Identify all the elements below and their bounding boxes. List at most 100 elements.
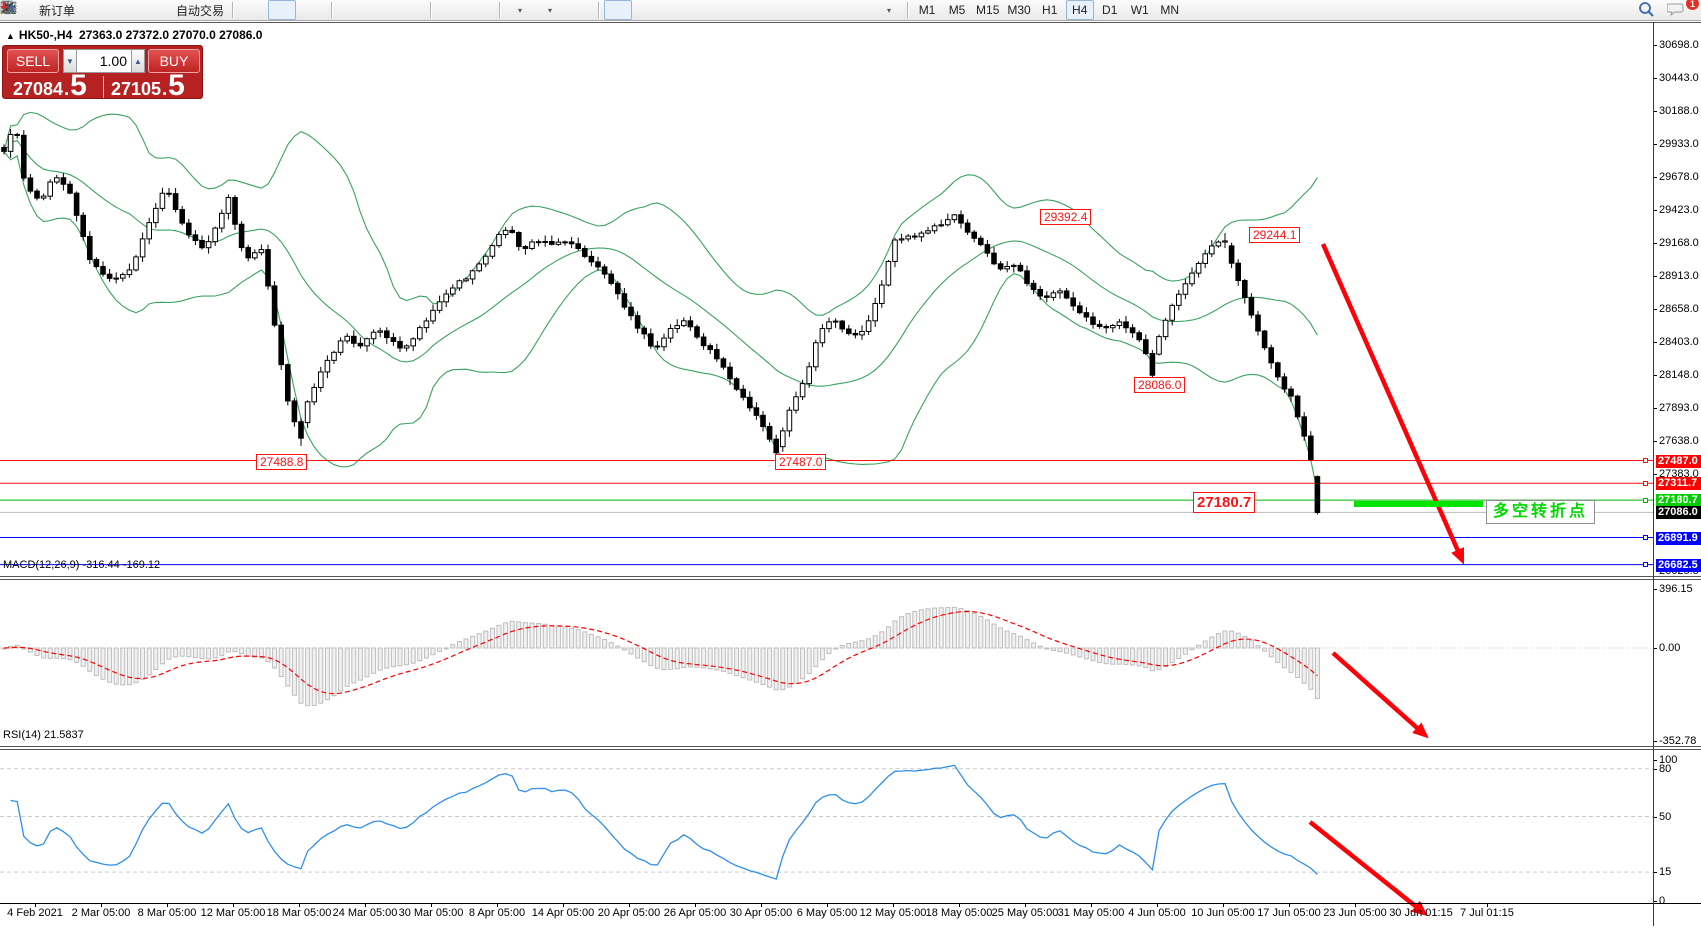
candle-body: [146, 222, 152, 240]
candle-body: [733, 378, 740, 390]
timeframe-W1-button[interactable]: W1: [1126, 0, 1154, 20]
dropdown-arrow-icon[interactable]: ▾: [887, 5, 892, 15]
collapse-icon[interactable]: ▲: [6, 31, 15, 41]
pane-separator-rsi-top[interactable]: [0, 746, 1701, 747]
volume-input[interactable]: [77, 49, 131, 73]
search-button[interactable]: [1636, 0, 1664, 20]
macd-histogram-bar: [945, 607, 951, 649]
macd-histogram-bar: [687, 647, 693, 668]
timeframe-M5-button[interactable]: M5: [943, 0, 971, 20]
timeframe-H1-button[interactable]: H1: [1036, 0, 1064, 20]
line-endpoint-handle[interactable]: [1643, 535, 1648, 541]
rsi-tick-mark: [1653, 901, 1657, 902]
volume-increase-button[interactable]: ▲: [131, 49, 145, 73]
time-label: 26 Apr 05:00: [663, 907, 727, 919]
macd-histogram-bar: [509, 620, 515, 649]
pane-separator-macd-bottom[interactable]: [0, 579, 1701, 580]
buy-button[interactable]: BUY: [148, 49, 200, 73]
candle-body: [727, 366, 733, 380]
macd-histogram-bar: [971, 612, 977, 649]
price-annotation-label[interactable]: 29244.1: [1249, 227, 1301, 243]
candle-body: [694, 326, 700, 338]
macd-histogram-bar: [423, 647, 429, 659]
price-annotation-label[interactable]: 27487.0: [775, 454, 827, 470]
candle-body: [621, 293, 628, 308]
candle-body: [1017, 264, 1024, 272]
time-tick-mark: [1025, 904, 1026, 907]
candle-body: [364, 338, 370, 347]
trend-arrow[interactable]: [1308, 820, 1428, 917]
candle-body: [912, 235, 918, 238]
turning-point-segment[interactable]: [1354, 501, 1483, 507]
turning-point-text[interactable]: 多空转折点: [1486, 500, 1596, 524]
macd-histogram-bar: [885, 626, 891, 649]
timeframe-M15-button[interactable]: M15: [973, 0, 1002, 20]
macd-histogram-bar: [1288, 647, 1294, 673]
line-endpoint-handle[interactable]: [1643, 458, 1648, 464]
macd-histogram-bar: [456, 641, 462, 649]
text-button[interactable]: A: [3, 0, 842, 20]
candle-body: [516, 232, 522, 248]
toolbar-separator: [499, 2, 501, 18]
dropdown-arrow-icon[interactable]: ▾: [548, 5, 553, 15]
candle-body: [555, 241, 562, 245]
price-annotation-label[interactable]: 27180.7: [1193, 492, 1256, 513]
price-tick-label: 28658.0: [1659, 303, 1699, 315]
timeframe-M1-button[interactable]: M1: [913, 0, 941, 20]
line-endpoint-handle[interactable]: [1643, 480, 1648, 486]
toolbar-button-label: 新订单: [39, 3, 76, 18]
sell-button[interactable]: SELL: [7, 49, 59, 73]
timeframe-D1-button[interactable]: D1: [1096, 0, 1124, 20]
line-endpoint-handle[interactable]: [1643, 497, 1648, 503]
candle-body: [661, 337, 667, 348]
candle-body: [819, 328, 826, 344]
volume-decrease-button[interactable]: ▼: [63, 49, 77, 73]
macd-histogram-bar: [225, 647, 231, 653]
macd-histogram-bar: [1149, 647, 1155, 672]
candle-body: [654, 345, 661, 348]
timeframe-H4-button[interactable]: H4: [1065, 0, 1094, 20]
timeframe-MN-button[interactable]: MN: [1156, 0, 1184, 20]
rsi-axis-label: 80: [1659, 762, 1672, 775]
candle-body: [100, 266, 106, 275]
macd-histogram-bar: [298, 647, 304, 704]
macd-histogram-bar: [1031, 642, 1037, 649]
macd-histogram-bar: [87, 647, 93, 672]
pane-separator-rsi-bottom[interactable]: [0, 749, 1701, 750]
timeframe-M30-button[interactable]: M30: [1004, 0, 1033, 20]
pane-separator-macd-top[interactable]: [0, 576, 1701, 577]
line-endpoint-handle[interactable]: [1643, 562, 1648, 568]
macd-histogram-bar: [1037, 645, 1043, 649]
time-label: 2 Mar 05:00: [71, 907, 131, 919]
text-label-button[interactable]: T: [0, 0, 872, 20]
candle-body: [483, 255, 489, 265]
macd-tick-mark: [1653, 648, 1657, 649]
chat-button[interactable]: 1: [1666, 0, 1699, 20]
price-annotation-label[interactable]: 28086.0: [1134, 377, 1186, 393]
macd-histogram-bar: [14, 644, 20, 649]
macd-histogram-bar: [767, 647, 773, 688]
trend-arrow[interactable]: [1320, 243, 1465, 565]
candle-body: [106, 273, 113, 279]
time-label: 8 Apr 05:00: [468, 907, 526, 919]
price-tick-mark: [1653, 45, 1657, 46]
time-label: 25 May 05:00: [991, 907, 1059, 919]
price-tick-label: 29168.0: [1659, 237, 1699, 249]
price-tick-label: 30188.0: [1659, 105, 1699, 117]
dropdown-arrow-icon[interactable]: ▾: [518, 5, 523, 15]
macd-histogram-bar: [615, 645, 621, 649]
arrows-button[interactable]: ▾: [0, 0, 902, 20]
candle-body: [971, 231, 978, 239]
candle-body: [806, 366, 813, 385]
candle-body: [1037, 289, 1044, 297]
trend-arrow[interactable]: [1331, 651, 1429, 739]
price-tick-mark: [1653, 78, 1657, 79]
macd-histogram-bar: [404, 647, 410, 666]
time-tick-mark: [431, 904, 432, 907]
price-annotation-label[interactable]: 29392.4: [1040, 209, 1092, 225]
ask-price: 27105. 5: [111, 71, 185, 101]
macd-histogram-bar: [1044, 647, 1050, 650]
price-annotation-label[interactable]: 27488.8: [256, 454, 308, 470]
macd-histogram-bar: [21, 647, 27, 650]
